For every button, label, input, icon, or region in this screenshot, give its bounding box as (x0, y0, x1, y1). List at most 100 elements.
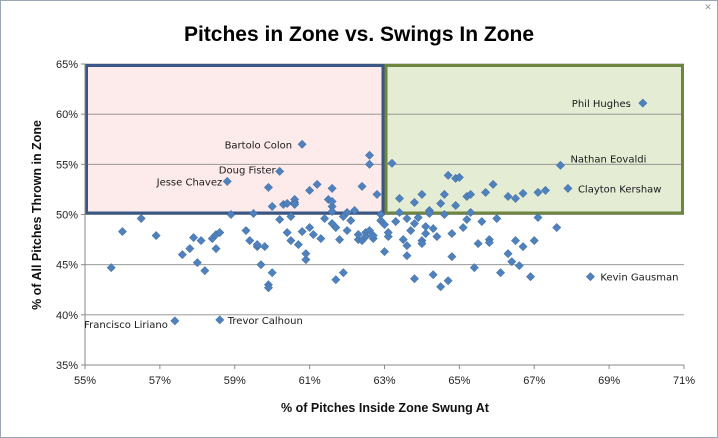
x-tick-label: 59% (224, 375, 246, 387)
data-point (106, 263, 116, 273)
y-tick-label: 60% (56, 109, 78, 121)
data-point-francisco-liriano (170, 316, 180, 326)
data-point (308, 230, 318, 240)
data-point (263, 182, 273, 192)
data-point (241, 225, 251, 236)
data-point (421, 221, 431, 232)
data-point (305, 185, 315, 195)
data-point (503, 249, 513, 259)
data-point (267, 268, 277, 278)
data-point (428, 223, 438, 234)
data-point (215, 228, 225, 238)
zone-region-border-2 (384, 64, 684, 215)
data-point (338, 268, 348, 278)
data-point (286, 236, 296, 246)
data-point (335, 235, 345, 245)
data-point (361, 232, 371, 242)
point-label-phil-hughes: Phil Hughes (572, 99, 631, 110)
data-point (533, 187, 543, 197)
data-point (379, 247, 390, 257)
y-tick-label: 55% (56, 159, 78, 171)
data-point (518, 188, 528, 198)
data-point (372, 189, 382, 199)
data-point (364, 159, 375, 169)
data-point (552, 222, 562, 233)
x-tick-label: 71% (673, 375, 695, 387)
data-point (447, 229, 457, 239)
x-tick-label: 65% (448, 375, 470, 387)
data-point (327, 196, 337, 207)
data-point (406, 225, 416, 236)
x-tick-label: 67% (523, 375, 545, 387)
data-point (514, 261, 524, 271)
data-point (391, 216, 401, 227)
data-point (387, 158, 397, 168)
point-label-doug-fister: Doug Fister (219, 165, 277, 176)
data-point (263, 283, 273, 293)
data-point (432, 232, 442, 242)
data-point-phil-hughes (638, 98, 648, 108)
data-point (320, 213, 330, 224)
point-label-francisco-liriano: Francisco Liriano (84, 320, 168, 331)
data-point (282, 228, 292, 238)
data-point (301, 255, 311, 265)
data-point-bartolo-colon (297, 139, 307, 149)
data-point (447, 252, 457, 262)
data-point (342, 225, 352, 236)
data-point (518, 242, 528, 252)
data-point (297, 227, 307, 237)
data-point (196, 236, 206, 246)
y-tick-label: 35% (56, 360, 78, 372)
data-point (466, 189, 476, 199)
x-tick-label: 63% (373, 375, 395, 387)
data-point (327, 206, 337, 217)
data-point (383, 228, 393, 238)
data-point (439, 189, 449, 199)
data-point (252, 240, 262, 250)
point-label-trevor-calhoun: Trevor Calhoun (227, 316, 303, 327)
zone-region-fill-1 (85, 64, 385, 215)
x-tick-label: 55% (74, 375, 96, 387)
data-point (177, 250, 187, 260)
data-point (439, 209, 449, 220)
data-point (248, 208, 259, 219)
data-point (185, 244, 195, 254)
data-point (507, 257, 517, 267)
data-point (342, 207, 352, 218)
data-point (368, 231, 378, 241)
data-point (275, 214, 285, 225)
data-point (394, 207, 405, 218)
data-point (379, 219, 390, 230)
data-point (151, 231, 161, 241)
data-point (282, 198, 292, 209)
y-axis-label: % of All Pitches Thrown in Zone (30, 120, 44, 310)
data-point (488, 179, 498, 189)
data-point (267, 201, 277, 212)
data-point-doug-fister (275, 166, 285, 176)
chart-title: Pitches in Zone vs. Swings In Zone (184, 23, 534, 46)
data-point (301, 249, 311, 259)
x-tick-label: 57% (149, 375, 171, 387)
data-point (443, 170, 453, 180)
data-point (353, 230, 363, 240)
data-point (466, 207, 476, 218)
data-point (402, 241, 412, 251)
data-point (533, 212, 543, 223)
data-point (226, 209, 236, 220)
y-tick-label: 40% (56, 310, 78, 322)
data-point (346, 215, 356, 226)
data-point (436, 198, 446, 209)
data-point (409, 197, 420, 208)
data-point (477, 216, 487, 227)
data-point (510, 236, 521, 246)
point-label-nathan-eovaldi: Nathan Eovaldi (570, 154, 646, 165)
data-point (484, 238, 494, 248)
data-point (189, 233, 199, 243)
data-point (503, 191, 513, 201)
data-point-trevor-calhoun (215, 315, 225, 325)
data-point (402, 251, 412, 261)
data-point (443, 276, 453, 286)
y-tick-label: 65% (56, 59, 78, 71)
